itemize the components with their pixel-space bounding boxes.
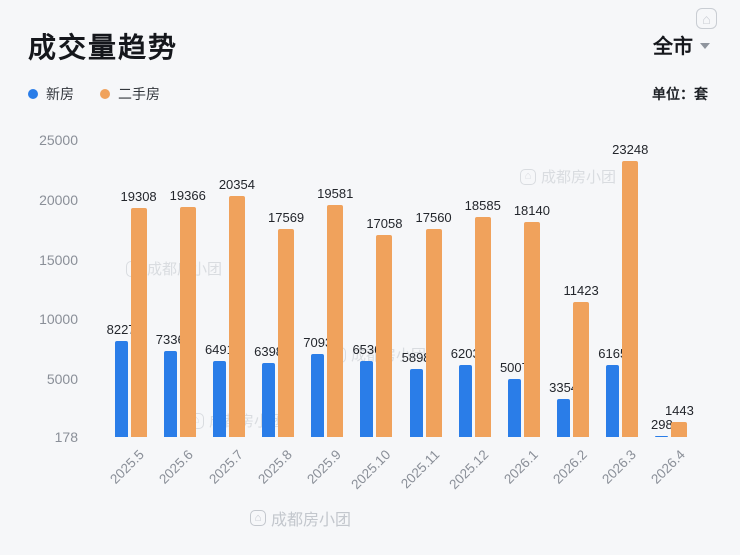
bar-resale-2025.10[interactable] — [376, 235, 393, 437]
region-selector-label: 全市 — [653, 36, 693, 58]
bar-value-label-resale: 19308 — [120, 189, 157, 205]
x-axis-tick-label: 2026.1 — [500, 447, 541, 487]
bar-new-home-2026.2[interactable] — [557, 399, 571, 437]
bar-value-label-resale: 11423 — [563, 283, 599, 299]
bar-resale-2025.11[interactable] — [425, 229, 442, 437]
y-axis-tick-label: 178 — [54, 429, 78, 445]
x-axis-tick-label: 2026.2 — [549, 447, 590, 487]
x-axis-tick-label: 2025.12 — [446, 447, 492, 493]
bar-value-label-new-home: 6536 — [352, 341, 382, 357]
bar-value-label-resale: 18585 — [464, 197, 501, 213]
legend-label: 新房 — [46, 86, 74, 102]
bar-value-label-resale: 17058 — [366, 216, 403, 232]
bar-value-label-resale: 18140 — [513, 203, 550, 219]
bar-resale-2026.3[interactable] — [622, 160, 639, 437]
bar-value-label-resale: 20354 — [218, 176, 255, 192]
bar-resale-2025.6[interactable] — [179, 207, 196, 437]
chart-header: 成交量趋势 全市 — [28, 26, 710, 66]
bar-new-home-2025.5[interactable] — [114, 340, 128, 437]
bar-resale-2025.12[interactable] — [474, 216, 491, 437]
legend: 新房 二手房 — [28, 84, 160, 104]
bar-value-label-new-home: 3354 — [549, 380, 579, 395]
legend-item-resale[interactable]: 二手房 — [100, 84, 160, 104]
y-axis-tick-label: 10000 — [39, 311, 78, 328]
bar-new-home-2025.10[interactable] — [360, 360, 374, 437]
x-axis-tick-label: 2025.8 — [254, 447, 295, 487]
bar-value-label-resale: 17560 — [415, 210, 452, 226]
x-axis-tick-label: 2025.10 — [347, 447, 394, 493]
x-axis-tick-label: 2026.3 — [599, 447, 639, 487]
bar-new-home-2026.1[interactable] — [507, 379, 521, 437]
bar-resale-2025.9[interactable] — [327, 204, 344, 437]
resale-swatch-icon — [100, 89, 110, 99]
bar-new-home-2025.6[interactable] — [163, 351, 177, 437]
bar-resale-2025.7[interactable] — [228, 195, 245, 437]
plot-area: 8227 19308 2025.5 7336 19366 2025.6 6491 20354 2… — [106, 140, 696, 492]
legend-item-new-home[interactable]: 新房 — [28, 84, 74, 104]
x-axis-tick-label: 2026.4 — [648, 447, 689, 487]
x-axis-tick-label: 2025.5 — [107, 447, 148, 487]
y-axis-tick-label: 20000 — [39, 191, 78, 208]
bar-value-label-new-home: 6398 — [254, 343, 284, 359]
bar-value-label-resale: 17569 — [268, 209, 305, 225]
bar-resale-2026.2[interactable] — [573, 302, 590, 437]
y-axis: 25000 20000 15000 10000 5000 178 — [0, 132, 78, 445]
new-home-swatch-icon — [28, 89, 38, 99]
region-selector[interactable]: 全市 — [653, 30, 710, 59]
bar-new-home-2026.4[interactable] — [655, 435, 669, 437]
bar-new-home-2025.12[interactable] — [458, 364, 472, 437]
bar-resale-2026.4[interactable] — [671, 421, 688, 437]
bar-value-label-new-home: 5007 — [499, 360, 529, 376]
bar-new-home-2026.3[interactable] — [606, 365, 620, 437]
bar-resale-2025.5[interactable] — [130, 208, 147, 437]
bar-value-label-new-home: 6165 — [598, 346, 628, 362]
bar-new-home-2025.11[interactable] — [409, 368, 423, 437]
x-axis-tick-label: 2025.7 — [205, 447, 246, 487]
bar-resale-2026.1[interactable] — [523, 222, 540, 437]
bar-value-label-new-home: 5898 — [401, 349, 431, 365]
bar-value-label-new-home: 7336 — [155, 332, 185, 348]
bar-new-home-2025.8[interactable] — [262, 362, 276, 437]
legend-row: 新房 二手房 单位：套 — [28, 84, 708, 104]
bar-new-home-2025.7[interactable] — [212, 361, 226, 437]
x-axis-tick-label: 2025.6 — [156, 447, 197, 487]
bar-value-label-resale: 19581 — [317, 185, 354, 201]
legend-label: 二手房 — [118, 86, 160, 102]
bar-value-label-new-home: 6491 — [204, 342, 234, 358]
bar-value-label-new-home: 7093 — [303, 335, 333, 351]
bar-value-label-resale: 23248 — [612, 141, 649, 157]
bar-value-label-resale: 19366 — [169, 188, 206, 204]
y-axis-tick-label: 5000 — [46, 371, 78, 388]
bar-value-label-new-home: 6203 — [450, 345, 480, 361]
bar-value-label-resale: 1443 — [664, 402, 694, 418]
page-title: 成交量趋势 — [28, 32, 179, 63]
chevron-down-icon — [700, 43, 710, 49]
bar-resale-2025.8[interactable] — [278, 228, 295, 437]
x-axis-tick-label: 2025.9 — [304, 447, 344, 487]
bar-value-label-new-home: 8227 — [106, 321, 136, 337]
bar-value-label-new-home: 298 — [651, 416, 673, 432]
bar-new-home-2025.9[interactable] — [311, 354, 325, 437]
y-axis-tick-label: 25000 — [39, 132, 78, 148]
y-axis-tick-label: 15000 — [39, 251, 78, 268]
unit-label: 单位：套 — [652, 86, 708, 102]
x-axis-tick-label: 2025.11 — [397, 447, 443, 492]
